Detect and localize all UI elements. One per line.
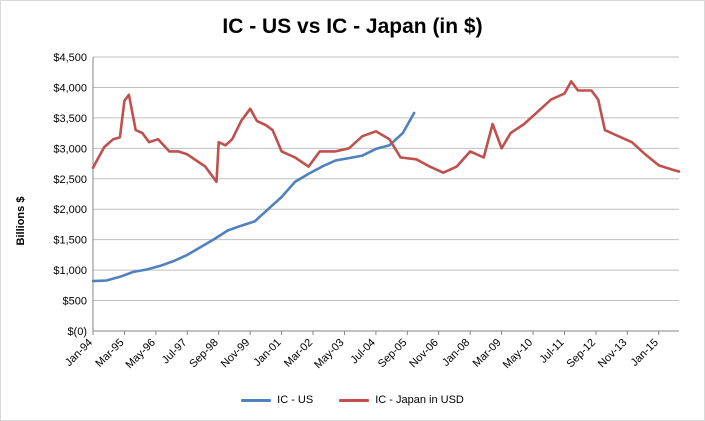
x-tick-label: Jan-08 — [440, 337, 472, 369]
x-tick-label: Sep-98 — [187, 337, 221, 371]
chart-title: IC - US vs IC - Japan (in $) — [222, 15, 483, 38]
legend-item-japan: IC - Japan in USD — [339, 394, 464, 406]
x-tick-label: Jan-01 — [251, 337, 283, 369]
legend-label-japan: IC - Japan in USD — [375, 394, 464, 406]
x-tick-label: Jan-15 — [629, 337, 661, 369]
legend-swatch-japan — [339, 398, 370, 402]
y-tick-label: $500 — [63, 296, 87, 308]
y-tick-label: $(0) — [67, 326, 87, 338]
x-tick-label: Sep-05 — [376, 337, 410, 371]
x-tick-label: Nov-13 — [596, 337, 630, 371]
x-tick-label: May-10 — [501, 337, 535, 371]
x-tick-label: May-96 — [124, 337, 158, 371]
x-tick-label: Nov-06 — [407, 337, 441, 371]
x-tick-label: Mar-09 — [471, 337, 504, 370]
y-tick-label: $1,000 — [53, 265, 87, 277]
x-tick-label: Jul-11 — [538, 337, 567, 366]
series-line-us — [91, 111, 416, 283]
x-tick-label: Jul-04 — [348, 337, 378, 367]
x-tick-label: Nov-99 — [219, 337, 253, 371]
y-tick-label: $1,500 — [53, 235, 87, 247]
y-tick-label: $2,500 — [53, 174, 87, 186]
legend-label-us: IC - US — [277, 394, 314, 406]
legend-swatch-us — [241, 398, 272, 402]
legend-item-us: IC - US — [241, 394, 313, 406]
x-tick-label: Jul-97 — [160, 337, 190, 367]
y-tick-label: $3,000 — [53, 143, 87, 155]
y-tick-label: $3,500 — [53, 113, 87, 125]
y-tick-label: $4,000 — [53, 82, 87, 94]
series-line-japan — [91, 80, 681, 184]
legend: IC - US IC - Japan in USD — [1, 394, 704, 406]
x-tick-label: Sep-12 — [564, 337, 598, 371]
y-tick-label: $4,500 — [53, 52, 87, 64]
x-tick-label: Mar-95 — [93, 337, 126, 370]
x-tick-label: Jan-94 — [63, 337, 95, 369]
x-tick-label: Mar-02 — [282, 337, 315, 370]
y-tick-label: $2,000 — [53, 204, 87, 216]
x-tick-label: May-03 — [312, 337, 346, 371]
